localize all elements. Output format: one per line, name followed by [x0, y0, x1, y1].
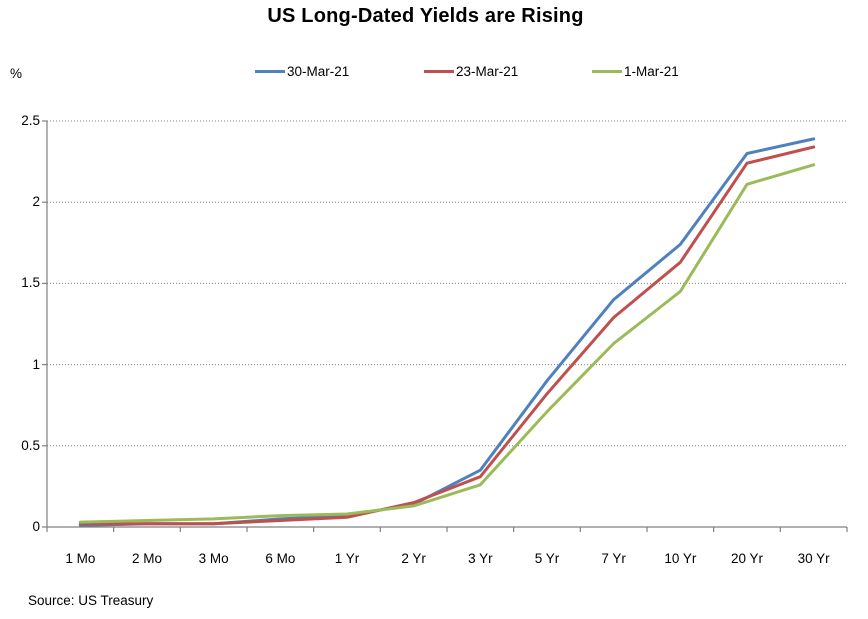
- x-tick-label-1-mo: 1 Mo: [65, 551, 96, 566]
- y-tick-label-1: 1: [32, 356, 40, 372]
- y-tick-label-2: 2: [32, 194, 40, 210]
- legend-line-marker-red: [424, 69, 454, 73]
- legend-label: 30-Mar-21: [287, 63, 350, 79]
- legend-label: 23-Mar-21: [456, 63, 519, 79]
- legend-line-marker-green: [592, 69, 622, 73]
- series-line-23-Mar-21: [78, 145, 816, 526]
- x-tick-label-3-yr: 3 Yr: [468, 551, 493, 566]
- y-axis-unit-label: %: [10, 66, 23, 81]
- y-tick-label-2.5: 2.5: [21, 113, 40, 128]
- series-line-30-Mar-21: [78, 137, 816, 527]
- y-tick-label-0: 0: [32, 519, 40, 534]
- x-tick-label-5-yr: 5 Yr: [534, 551, 560, 566]
- legend-label: 1-Mar-21: [624, 63, 679, 79]
- legend-item-1-mar-21: 1-Mar-21: [592, 62, 679, 80]
- legend-item-23-mar-21: 23-Mar-21: [424, 62, 518, 80]
- x-tick-label-1-yr: 1 Yr: [334, 551, 360, 566]
- x-tick-label-20-yr: 20 Yr: [730, 551, 764, 566]
- legend-item-30-mar-21: 30-Mar-21: [255, 62, 349, 80]
- y-tick-label-0.5: 0.5: [21, 437, 40, 453]
- x-tick-label-10-yr: 10 Yr: [664, 551, 697, 566]
- x-tick-label-3-mo: 3 Mo: [198, 551, 229, 566]
- y-tick-label-1.5: 1.5: [21, 275, 40, 291]
- x-tick-label-30-yr: 30 Yr: [797, 551, 830, 566]
- series-line-1-Mar-21: [78, 163, 816, 524]
- x-tick-label-2-yr: 2 Yr: [401, 551, 426, 566]
- x-tick-label-2-mo: 2 Mo: [131, 551, 162, 566]
- x-tick-label-6-mo: 6 Mo: [265, 551, 296, 566]
- legend-line-marker-blue: [255, 69, 285, 73]
- legend: 30-Mar-21 23-Mar-21 1-Mar-21: [0, 62, 868, 80]
- source-note: Source: US Treasury: [28, 593, 154, 608]
- x-tick-label-7-yr: 7 Yr: [601, 551, 626, 566]
- chart-title: US Long-Dated Yields are Rising: [267, 5, 584, 27]
